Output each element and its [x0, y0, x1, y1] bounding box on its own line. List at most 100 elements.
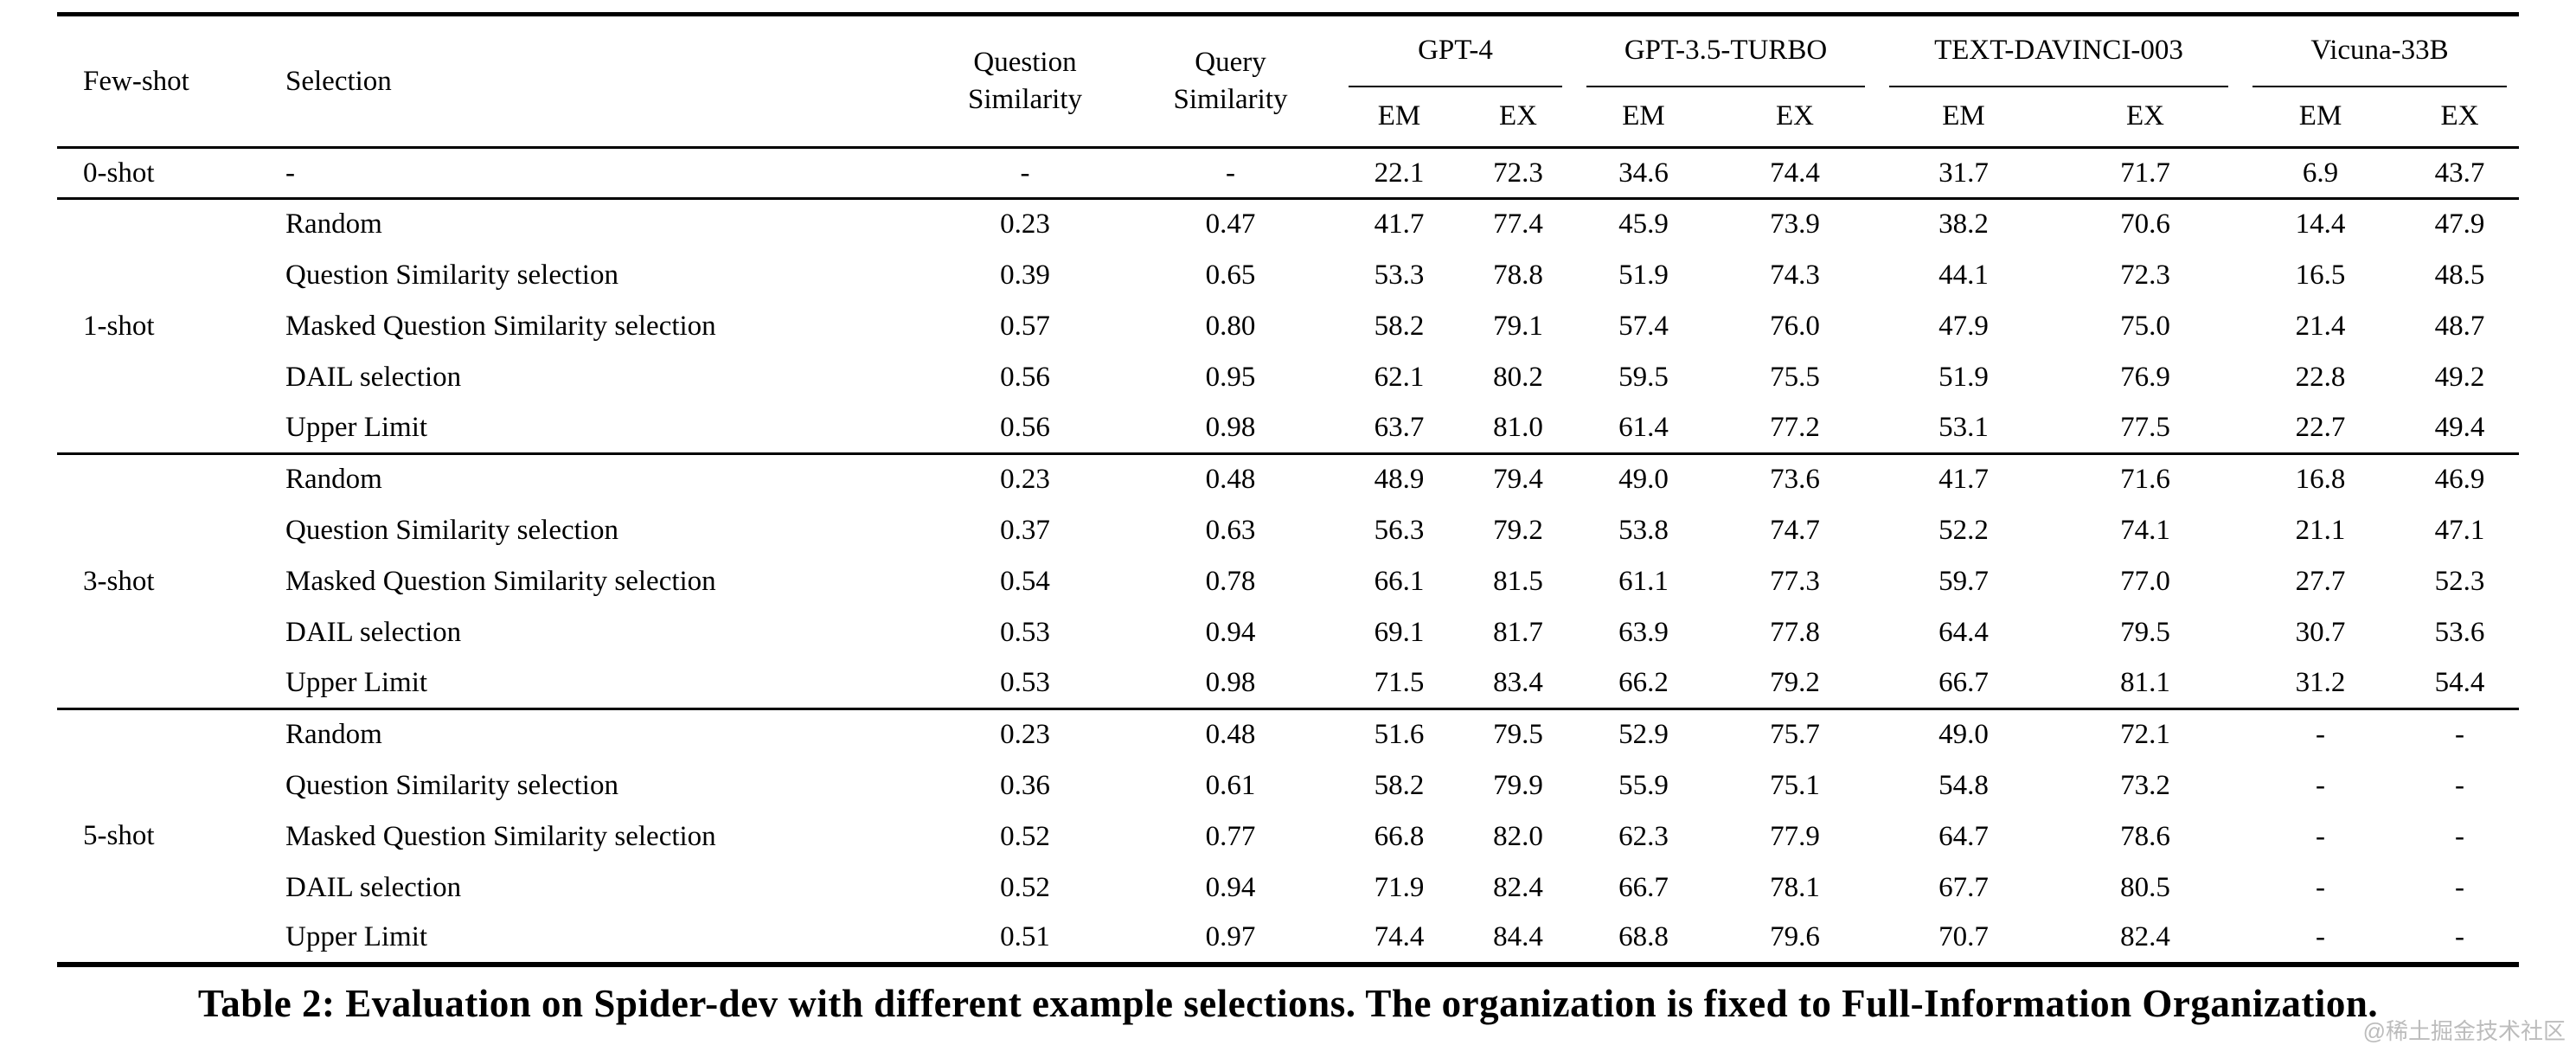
selection-cell: -	[285, 157, 295, 189]
metric-value-gpt35-ex: 77.9	[1770, 820, 1820, 852]
metric-value-gpt35-ex: 75.1	[1770, 769, 1820, 801]
model-name-with-cmidrule: TEXT-DAVINCI-003	[1889, 16, 2229, 87]
metric-value-davinci-em: 52.2	[1938, 514, 1989, 546]
metric-header-vicuna-ex: EX	[2440, 100, 2479, 132]
metric-value-gpt4-em: 51.6	[1374, 719, 1425, 751]
metric-value-gpt4-ex: 79.2	[1493, 514, 1543, 546]
metric-value-vicuna-ex: 48.5	[2434, 259, 2485, 291]
metric-value-gpt35-ex: 79.2	[1770, 666, 1820, 698]
few-shot-label: 0-shot	[83, 157, 155, 189]
metric-value-davinci-em: 59.7	[1938, 565, 1989, 597]
metric-value-gpt35-ex: 74.3	[1770, 259, 1820, 291]
metric-value-gpt4-em: 62.1	[1374, 361, 1425, 393]
question-similarity-value: 0.54	[1000, 565, 1050, 597]
metric-value-gpt4-ex: 84.4	[1493, 921, 1543, 952]
metric-value-vicuna-em: 22.7	[2295, 411, 2346, 443]
question-similarity-value: 0.53	[1000, 666, 1050, 698]
query-similarity-line1: Query	[1195, 47, 1266, 79]
metric-value-gpt4-ex: 72.3	[1493, 157, 1543, 189]
column-header-query-similarity: Query Similarity	[1125, 15, 1336, 148]
question-similarity-value: 0.36	[1000, 769, 1050, 801]
metric-value-vicuna-ex: -	[2455, 769, 2465, 801]
question-similarity-value: 0.37	[1000, 514, 1050, 546]
metric-value-vicuna-em: -	[2316, 820, 2326, 852]
metric-value-gpt35-em: 66.7	[1618, 871, 1669, 903]
metric-value-vicuna-em: -	[2316, 769, 2326, 801]
selection-cell: Upper Limit	[285, 411, 428, 443]
metric-value-davinci-ex: 76.9	[2120, 361, 2170, 393]
metric-value-gpt35-em: 59.5	[1618, 361, 1669, 393]
metric-header-gpt4-ex: EX	[1499, 100, 1537, 132]
metric-value-davinci-em: 64.4	[1938, 616, 1989, 648]
metric-value-vicuna-em: 30.7	[2295, 616, 2346, 648]
metric-value-vicuna-ex: 52.3	[2434, 565, 2485, 597]
metric-value-vicuna-em: 6.9	[2302, 157, 2339, 189]
question-similarity-value: 0.56	[1000, 361, 1050, 393]
metric-value-davinci-em: 67.7	[1938, 871, 1989, 903]
metric-value-davinci-ex: 82.4	[2120, 921, 2170, 952]
metric-value-vicuna-ex: 48.7	[2434, 310, 2485, 342]
metric-value-vicuna-ex: -	[2455, 719, 2465, 751]
selection-cell: Upper Limit	[285, 666, 428, 698]
metric-value-gpt35-em: 51.9	[1618, 259, 1669, 291]
metric-value-davinci-em: 53.1	[1938, 411, 1989, 443]
metric-value-gpt35-em: 45.9	[1618, 208, 1669, 240]
metric-value-vicuna-ex: 46.9	[2434, 464, 2485, 496]
metric-header-gpt35-em: EM	[1622, 100, 1665, 132]
query-similarity-value: 0.78	[1205, 565, 1256, 597]
watermark: @稀土掘金技术社区	[2362, 1018, 2566, 1044]
metric-value-vicuna-ex: -	[2455, 820, 2465, 852]
metric-value-gpt4-em: 71.9	[1374, 871, 1425, 903]
metric-header-gpt35-ex: EX	[1776, 100, 1814, 132]
model-name-with-cmidrule: GPT-4	[1349, 16, 1562, 87]
metric-value-davinci-ex: 81.1	[2120, 666, 2170, 698]
metric-value-davinci-ex: 78.6	[2120, 820, 2170, 852]
question-similarity-value: -	[1020, 157, 1030, 189]
query-similarity-value: 0.94	[1205, 871, 1256, 903]
metric-value-gpt4-ex: 81.0	[1493, 411, 1543, 443]
metric-value-gpt35-ex: 75.7	[1770, 719, 1820, 751]
selection-cell: Masked Question Similarity selection	[285, 565, 716, 597]
query-similarity-line2: Similarity	[1173, 84, 1288, 115]
table-row: Masked Question Similarity selection 0.57…	[57, 301, 2519, 352]
metric-value-gpt4-em: 58.2	[1374, 769, 1425, 801]
metric-value-vicuna-ex: 43.7	[2434, 157, 2485, 189]
metric-value-davinci-em: 70.7	[1938, 921, 1989, 952]
metric-value-gpt4-ex: 79.1	[1493, 310, 1543, 342]
metric-value-gpt35-em: 61.1	[1618, 565, 1669, 597]
column-header-model-vicuna-33b: Vicuna-33B	[2240, 15, 2519, 87]
metric-value-gpt35-ex: 74.7	[1770, 514, 1820, 546]
few-shot-label: 1-shot	[83, 310, 155, 342]
results-table-container: Few-shot Selection Question Similarity Q…	[57, 12, 2520, 967]
column-header-selection: Selection	[285, 65, 392, 97]
metric-value-gpt4-ex: 82.0	[1493, 820, 1543, 852]
metric-value-vicuna-em: 22.8	[2295, 361, 2346, 393]
table-row: DAIL selection 0.53 0.94 69.1 81.7 63.9 77.8 64…	[57, 607, 2519, 658]
table-header: Few-shot Selection Question Similarity Q…	[57, 15, 2520, 148]
table-row: DAIL selection 0.56 0.95 62.1 80.2 59.5 75.5 51…	[57, 352, 2519, 403]
metric-value-davinci-ex: 72.1	[2120, 719, 2170, 751]
column-header-model-gpt4: GPT-4	[1336, 15, 1574, 87]
query-similarity-value: 0.98	[1205, 411, 1256, 443]
selection-cell: Random	[285, 464, 382, 496]
selection-cell: DAIL selection	[285, 871, 462, 903]
column-header-model-text-davinci-003: TEXT-DAVINCI-003	[1877, 15, 2240, 87]
metric-value-vicuna-em: 27.7	[2295, 565, 2346, 597]
metric-value-gpt4-ex: 78.8	[1493, 259, 1543, 291]
metric-value-gpt4-em: 56.3	[1374, 514, 1425, 546]
model-name-label: GPT-4	[1418, 35, 1493, 67]
question-similarity-value: 0.51	[1000, 921, 1050, 952]
question-similarity-line1: Question	[973, 47, 1077, 79]
metric-value-gpt35-em: 49.0	[1618, 464, 1669, 496]
metric-value-davinci-em: 66.7	[1938, 666, 1989, 698]
table-row: 0-shot - - - 22.1 72.3 34.6 74.4 31.7 71.7 6.9 43.7	[57, 148, 2519, 199]
metric-header-davinci-em: EM	[1942, 100, 1985, 132]
metric-value-vicuna-ex: 47.9	[2434, 208, 2485, 240]
query-similarity-value: 0.95	[1205, 361, 1256, 393]
metric-value-gpt4-em: 74.4	[1374, 921, 1425, 952]
question-similarity-value: 0.56	[1000, 411, 1050, 443]
table-row: Upper Limit 0.53 0.98 71.5 83.4 66.2 79.2 66.7 8…	[57, 658, 2519, 709]
query-similarity-value: -	[1226, 157, 1235, 189]
metric-value-davinci-em: 38.2	[1938, 208, 1989, 240]
metric-value-davinci-ex: 70.6	[2120, 208, 2170, 240]
